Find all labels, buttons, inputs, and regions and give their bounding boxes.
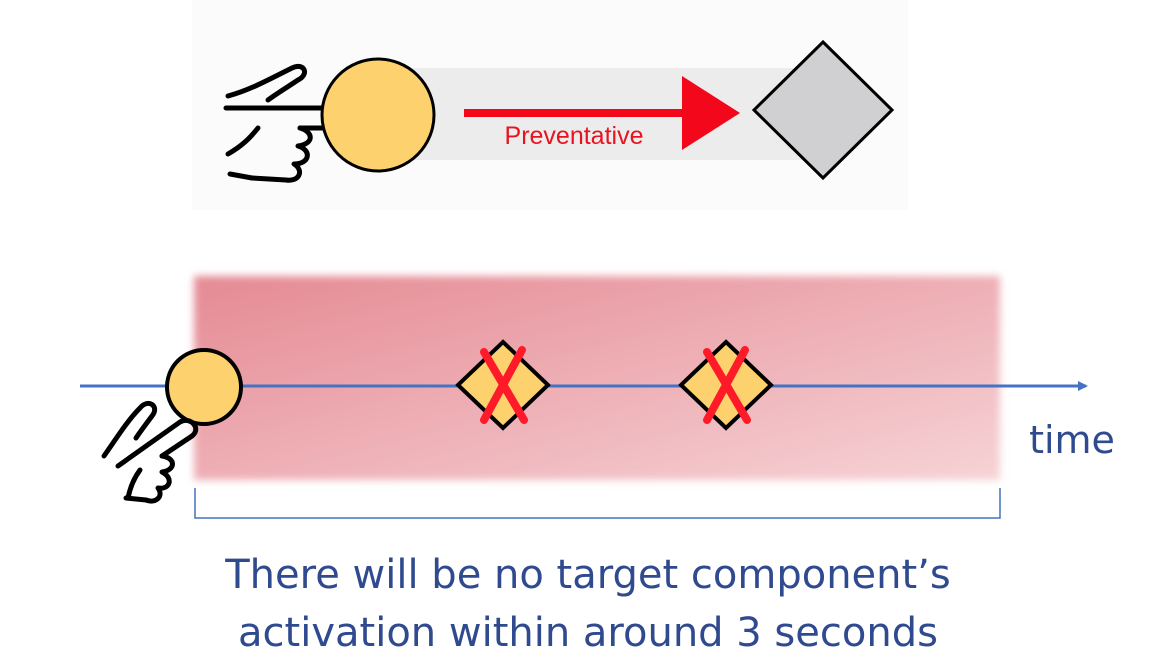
trigger-circle-icon (320, 57, 436, 173)
preventative-label: Preventative (505, 122, 644, 150)
suppressed-target-1 (455, 339, 551, 431)
suppression-window (194, 276, 1000, 480)
preventative-arrow (464, 76, 740, 150)
timeline-panel: time (80, 276, 1115, 519)
pointing-hand-icon (101, 401, 199, 504)
caption-line-1: There will be no target component’s (225, 552, 951, 598)
caption-line-2: activation within around 3 seconds (238, 610, 938, 656)
cross-icon (703, 346, 751, 424)
caption: There will be no target component’s acti… (0, 546, 1176, 662)
time-window-bracket (194, 488, 1001, 519)
trigger-circle-icon (165, 348, 243, 426)
top-panel: Preventative (192, 0, 908, 210)
target-diamond-icon (751, 39, 895, 181)
suppressed-target-2 (678, 339, 774, 431)
cross-icon (480, 346, 528, 424)
time-axis-label: time (1029, 418, 1115, 462)
